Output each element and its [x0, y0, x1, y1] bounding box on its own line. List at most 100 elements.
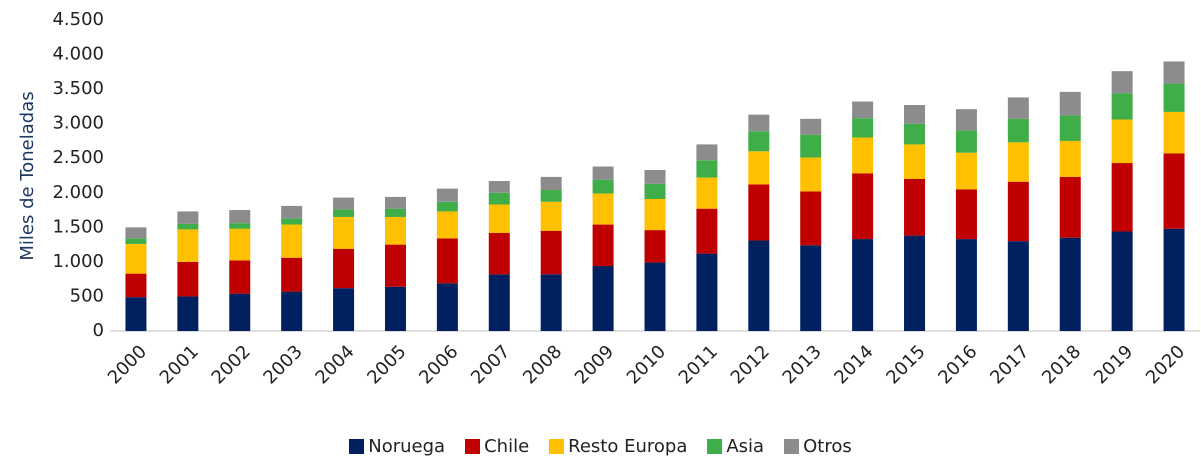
y-tick-label: 3.500	[52, 78, 104, 99]
bar-segment	[125, 297, 147, 331]
bar-segment	[748, 151, 770, 185]
bar-segment	[592, 166, 614, 180]
bar-segment	[333, 216, 355, 249]
bar-segment	[800, 118, 822, 135]
bar-segment	[177, 211, 199, 224]
x-tick-label: 2004	[311, 341, 358, 388]
legend-label: Resto Europa	[568, 436, 688, 457]
bar-segment	[229, 223, 251, 229]
x-tick-label: 2009	[571, 341, 618, 388]
bar-segment	[436, 283, 458, 331]
bar-segment	[229, 293, 251, 331]
x-tick-label: 2014	[830, 341, 877, 388]
bar-segment	[488, 192, 510, 205]
x-tick-label: 2013	[779, 341, 826, 388]
bar-segment	[800, 134, 822, 158]
bar-segment	[436, 238, 458, 284]
bar-segment	[540, 230, 562, 275]
bar-segment	[229, 260, 251, 294]
bar-segment	[384, 196, 406, 209]
y-tick-label: 4.000	[52, 44, 104, 65]
x-tick-label: 2017	[986, 341, 1033, 388]
legend-item: Noruega	[349, 436, 445, 457]
bar-segment	[904, 178, 926, 236]
legend-item: Resto Europa	[549, 436, 687, 457]
x-tick-label: 2015	[882, 341, 929, 388]
bar-segment	[125, 227, 147, 239]
x-tick-label: 2010	[623, 341, 670, 388]
bar-segment	[540, 274, 562, 331]
bar-segment	[488, 232, 510, 275]
bar-segment	[1163, 83, 1185, 112]
y-tick-label: 2.000	[52, 182, 104, 203]
bar-segment	[1111, 163, 1133, 232]
legend-swatch	[549, 439, 565, 454]
bar-segment	[644, 169, 666, 184]
bar-segment	[333, 209, 355, 217]
bar-segment	[852, 173, 874, 240]
x-tick-label: 2011	[675, 341, 722, 388]
legend-swatch	[784, 439, 800, 454]
y-tick-label: 4.500	[52, 9, 104, 30]
bar-segment	[748, 240, 770, 331]
bar-segment	[384, 208, 406, 217]
bar-segment	[281, 218, 303, 225]
x-tick-label: 2003	[259, 341, 306, 388]
bar-segment	[955, 189, 977, 240]
bar-segment	[488, 181, 510, 193]
bar-segment	[177, 296, 199, 331]
bar-segment	[800, 245, 822, 331]
chart: Miles de Toneladas 0 500 1.000 1.500 2.000 2.…	[17, 9, 1200, 388]
bar-segment	[644, 183, 666, 199]
x-tick-label: 2002	[208, 341, 255, 388]
bar-segment	[644, 198, 666, 231]
bar-segment	[904, 105, 926, 124]
bar-segment	[592, 179, 614, 194]
x-tick-label: 2016	[934, 341, 981, 388]
bar-segment	[852, 101, 874, 119]
bar-segment	[1059, 237, 1081, 331]
bar-segment	[696, 144, 718, 161]
bar-segment	[1163, 153, 1185, 229]
bar-segment	[955, 130, 977, 153]
bar-segment	[852, 137, 874, 174]
x-tick-label: 2020	[1142, 341, 1189, 388]
bar-segment	[436, 188, 458, 202]
bar-segment	[696, 177, 718, 209]
legend-label: Noruega	[368, 436, 446, 457]
bar-segment	[696, 253, 718, 331]
bar-segment	[488, 204, 510, 233]
legend-swatch	[707, 439, 723, 454]
x-tick-label: 2019	[1090, 341, 1137, 388]
bar-segment	[644, 262, 666, 331]
bar-segment	[904, 123, 926, 145]
legend-swatch	[465, 439, 481, 454]
bar-segment	[904, 144, 926, 179]
bar-segment	[540, 190, 562, 202]
legend-label: Chile	[484, 436, 530, 457]
y-tick-label: 1.000	[52, 251, 104, 272]
bar-segment	[281, 224, 303, 258]
legend-item: Otros	[784, 436, 852, 457]
bar-segment	[955, 109, 977, 131]
bar-segment	[436, 201, 458, 212]
bar-segment	[1111, 71, 1133, 94]
bar-segment	[1163, 228, 1185, 331]
bar-segment	[281, 205, 303, 219]
x-tick-label: 2005	[363, 341, 410, 388]
bar-segment	[281, 291, 303, 331]
x-tick-label: 2008	[519, 341, 566, 388]
x-tick-label: 2012	[727, 341, 774, 388]
x-tick-label: 2006	[415, 341, 462, 388]
bar-segment	[1007, 181, 1029, 242]
bar-segment	[592, 266, 614, 331]
bar-segment	[955, 239, 977, 331]
bar-segment	[800, 191, 822, 246]
bar-segment	[229, 228, 251, 261]
bar-segment	[955, 152, 977, 190]
bar-segment	[1007, 241, 1029, 331]
y-axis-label: Miles de Toneladas	[17, 91, 38, 260]
bar-segment	[177, 223, 199, 230]
bar-segment	[281, 257, 303, 292]
bar-segment	[384, 216, 406, 245]
